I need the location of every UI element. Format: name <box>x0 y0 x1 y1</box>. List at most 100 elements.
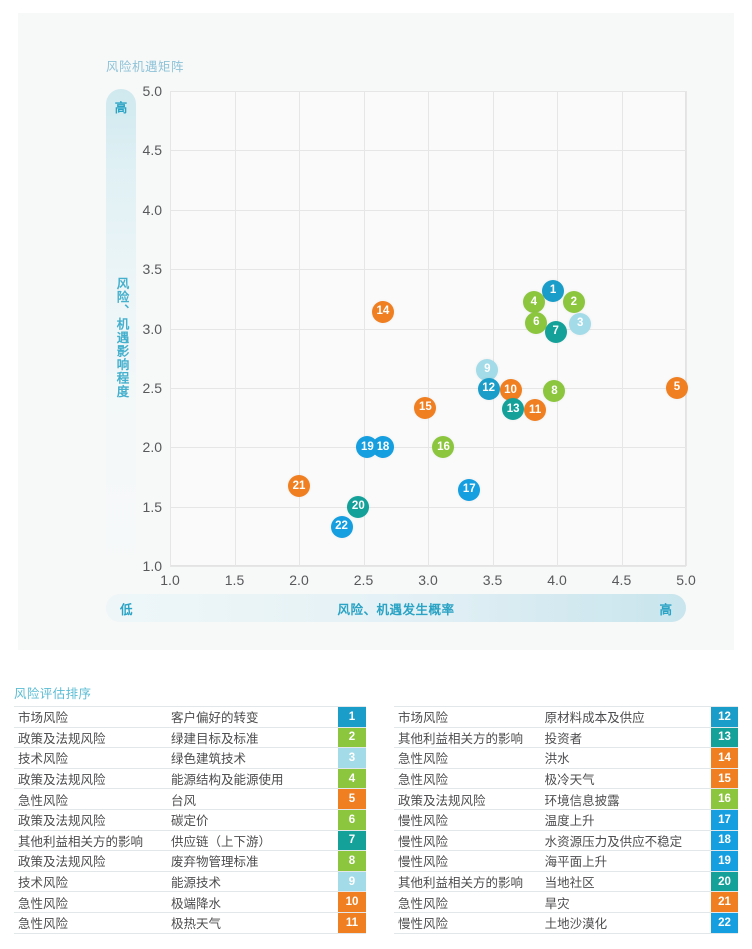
scatter-point-11[interactable]: 11 <box>524 399 547 422</box>
scatter-point-12[interactable]: 12 <box>477 378 500 401</box>
risk-rank-badge: 4 <box>338 768 366 790</box>
scatter-point-5[interactable]: 5 <box>665 376 688 399</box>
scatter-point-20[interactable]: 20 <box>347 495 370 518</box>
risk-category-cell: 急性风险 <box>394 891 541 913</box>
table-row: 市场风险 客户偏好的转变 1 <box>14 706 366 728</box>
scatter-point-8[interactable]: 8 <box>543 380 566 403</box>
risk-rank-badge: 20 <box>710 871 738 893</box>
gridline-horizontal <box>170 269 686 271</box>
risk-rank-badge: 13 <box>710 727 738 749</box>
table-row: 急性风险 台风 5 <box>14 788 366 810</box>
risk-item-cell: 绿建目标及标准 <box>167 727 339 749</box>
gridline-horizontal <box>170 209 686 211</box>
scatter-point-13[interactable]: 13 <box>502 398 525 421</box>
gridline-horizontal <box>170 387 686 389</box>
risk-item-cell: 水资源压力及供应不稳定 <box>540 830 711 852</box>
x-axis-low-label: 低 <box>120 602 133 617</box>
risk-ranking-table-left: 市场风险 客户偏好的转变 1 政策及法规风险 绿建目标及标准 2 技术风险 绿色建筑技术 3 政策… <box>14 706 366 934</box>
risk-item-cell: 废弃物管理标准 <box>167 850 339 872</box>
table-row: 政策及法规风险 绿建目标及标准 2 <box>14 727 366 749</box>
risk-item-cell: 供应链（上下游） <box>167 830 339 852</box>
table-row: 政策及法规风险 废弃物管理标准 8 <box>14 850 366 872</box>
risk-rank-badge: 17 <box>710 809 738 831</box>
scatter-point-6[interactable]: 6 <box>525 311 548 334</box>
risk-item-cell: 温度上升 <box>540 809 711 831</box>
risk-item-cell: 台风 <box>167 788 339 810</box>
x-axis-tick-label: 5.0 <box>676 572 696 588</box>
risk-item-cell: 能源结构及能源使用 <box>167 768 339 790</box>
x-axis-tick-label: 2.0 <box>289 572 309 588</box>
risk-rank-badge: 2 <box>338 727 366 749</box>
table-row: 市场风险 原材料成本及供应 12 <box>394 706 738 728</box>
risk-category-cell: 市场风险 <box>14 706 168 728</box>
risk-item-cell: 环境信息披露 <box>540 788 711 810</box>
scatter-point-14[interactable]: 14 <box>371 300 394 323</box>
risk-rank-badge: 3 <box>338 747 366 769</box>
scatter-point-10[interactable]: 10 <box>499 379 522 402</box>
scatter-plot-area: 1.0 1.5 2.0 2.5 3.0 3.5 4.0 4.5 5.0 1.0 1.5 2.0 2.5… <box>143 83 696 588</box>
risk-rank-badge: 7 <box>338 830 366 852</box>
y-axis-tick-label: 4.5 <box>142 142 162 159</box>
risk-category-cell: 慢性风险 <box>394 830 541 852</box>
table-row: 急性风险 旱灾 21 <box>394 891 738 913</box>
table-row: 慢性风险 水资源压力及供应不稳定 18 <box>394 830 738 852</box>
gridline-horizontal <box>170 447 686 449</box>
scatter-point-16[interactable]: 16 <box>432 436 455 459</box>
risk-rank-badge: 11 <box>338 912 366 934</box>
table-row: 急性风险 极冷天气 15 <box>394 768 738 790</box>
risk-item-cell: 投资者 <box>540 727 711 749</box>
risk-rank-badge: 10 <box>338 891 366 913</box>
x-axis-tick-label: 4.0 <box>547 572 567 588</box>
x-axis-tick-label: 3.0 <box>418 572 438 588</box>
gridline-horizontal <box>170 506 686 508</box>
risk-rank-badge: 8 <box>338 850 366 872</box>
y-axis-tick-label: 1.0 <box>142 558 162 574</box>
x-axis-high-label: 高 <box>659 602 672 617</box>
risk-rank-badge: 12 <box>710 706 738 728</box>
risk-item-cell: 当地社区 <box>540 871 711 893</box>
risk-category-cell: 技术风险 <box>14 747 168 769</box>
risk-category-cell: 急性风险 <box>394 768 541 790</box>
risk-opportunity-matrix-panel: 风险机遇矩阵 高 风险、机遇影响程度 1.0 1.5 2.0 2.5 3.0 3.5 4.0… <box>18 13 734 650</box>
table-row: 其他利益相关方的影响 投资者 13 <box>394 727 738 749</box>
risk-rank-badge: 18 <box>710 830 738 852</box>
scatter-point-2[interactable]: 2 <box>562 291 585 314</box>
table-row: 急性风险 极热天气 11 <box>14 912 366 934</box>
table-row: 其他利益相关方的影响 当地社区 20 <box>394 871 738 893</box>
risk-item-cell: 极热天气 <box>167 912 339 934</box>
table-row: 急性风险 洪水 14 <box>394 747 738 769</box>
gridline-horizontal <box>170 91 686 92</box>
risk-category-cell: 其他利益相关方的影响 <box>394 871 541 893</box>
scatter-point-7[interactable]: 7 <box>544 321 567 344</box>
x-axis-title: 风险、机遇发生概率 <box>337 602 455 617</box>
table-row: 慢性风险 土地沙漠化 22 <box>394 912 738 934</box>
scatter-point-21[interactable]: 21 <box>288 475 310 498</box>
risk-rank-badge: 5 <box>338 788 366 810</box>
scatter-point-19[interactable]: 19 <box>356 436 379 459</box>
y-axis-title: 风险、机遇影响程度 <box>114 277 129 399</box>
gridline-vertical <box>686 91 687 566</box>
risk-rank-badge: 15 <box>710 768 738 790</box>
risk-rank-badge: 14 <box>710 747 738 769</box>
x-axis-tick-label: 1.5 <box>224 572 245 588</box>
scatter-point-1[interactable]: 1 <box>542 279 565 302</box>
table-row: 技术风险 绿色建筑技术 3 <box>14 747 366 769</box>
scatter-point-15[interactable]: 15 <box>414 397 437 420</box>
table-row: 技术风险 能源技术 9 <box>14 871 366 893</box>
risk-item-cell: 能源技术 <box>167 871 339 893</box>
scatter-point-22[interactable]: 22 <box>330 515 353 538</box>
risk-category-cell: 慢性风险 <box>394 912 541 934</box>
risk-rank-badge: 16 <box>710 788 738 810</box>
x-axis-tick-label: 2.5 <box>353 572 374 588</box>
scatter-point-4[interactable]: 4 <box>522 291 545 314</box>
table-row: 慢性风险 温度上升 17 <box>394 809 738 831</box>
risk-item-cell: 土地沙漠化 <box>540 912 711 934</box>
scatter-point-3[interactable]: 3 <box>569 312 592 335</box>
risk-item-cell: 旱灾 <box>540 891 711 913</box>
scatter-point-17[interactable]: 17 <box>458 479 481 501</box>
scatter-point-9[interactable]: 9 <box>476 359 499 382</box>
risk-item-cell: 极冷天气 <box>540 768 711 790</box>
risk-rank-badge: 19 <box>710 850 738 872</box>
y-axis-tick-label: 1.5 <box>142 498 162 515</box>
risk-category-cell: 技术风险 <box>14 871 168 893</box>
